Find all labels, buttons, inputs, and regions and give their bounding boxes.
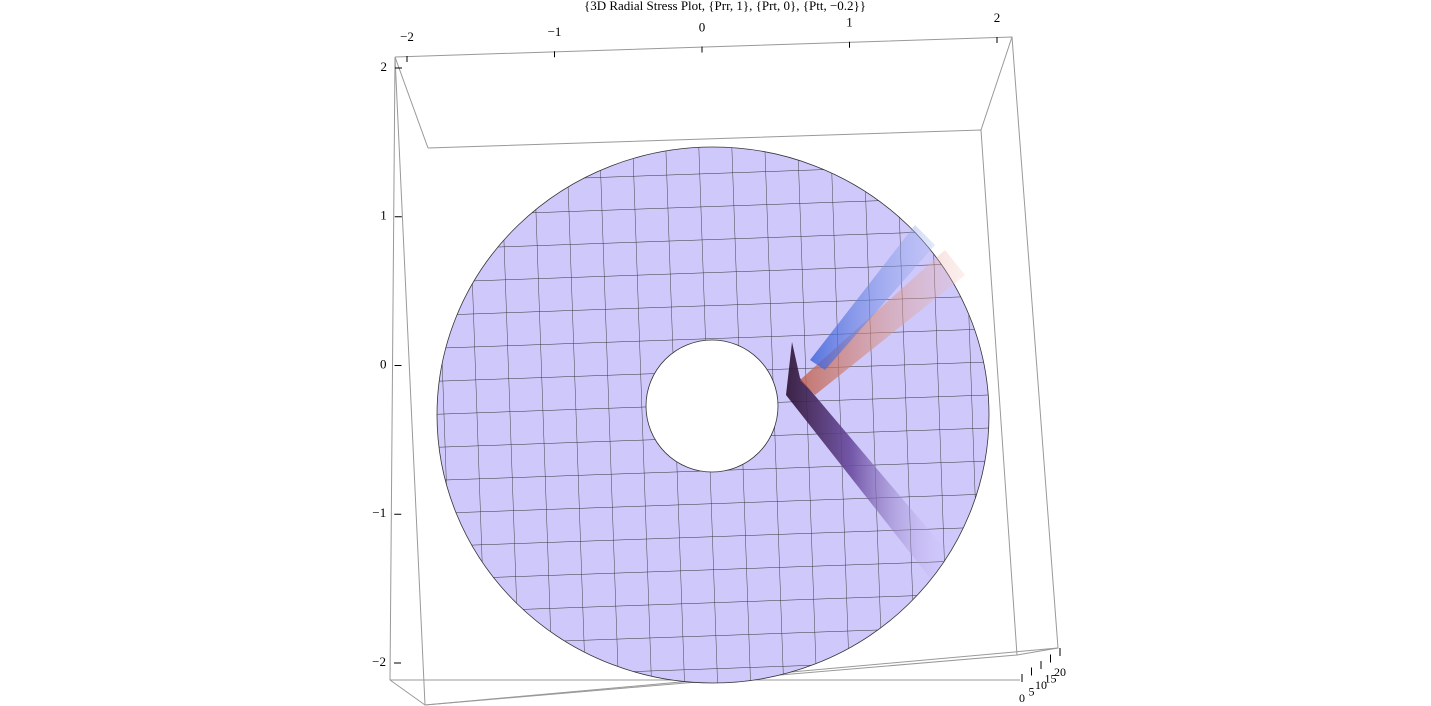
- z-tick-label: 15: [1045, 671, 1057, 685]
- y-tick-label: 0: [380, 356, 387, 371]
- surface: [436, 146, 990, 684]
- chart-title: {3D Radial Stress Plot, {Prr, 1}, {Prt, …: [584, 0, 866, 13]
- z-tick-label: 0: [1019, 691, 1025, 705]
- z-tick-label: 5: [1029, 684, 1035, 698]
- x-tick-label: 0: [699, 19, 706, 34]
- x-tick-label: 2: [994, 10, 1001, 25]
- y-tick-label: −1: [372, 505, 386, 520]
- y-tick-label: 1: [380, 208, 387, 223]
- x-tick-label: −2: [400, 29, 414, 44]
- y-tick-label: −2: [372, 654, 386, 669]
- x-tick-label: −1: [548, 24, 562, 39]
- y-tick-label: 2: [381, 59, 388, 74]
- z-tick-label: 20: [1054, 665, 1066, 679]
- z-tick-label: 10: [1035, 678, 1047, 692]
- x-tick-label: 1: [846, 15, 853, 30]
